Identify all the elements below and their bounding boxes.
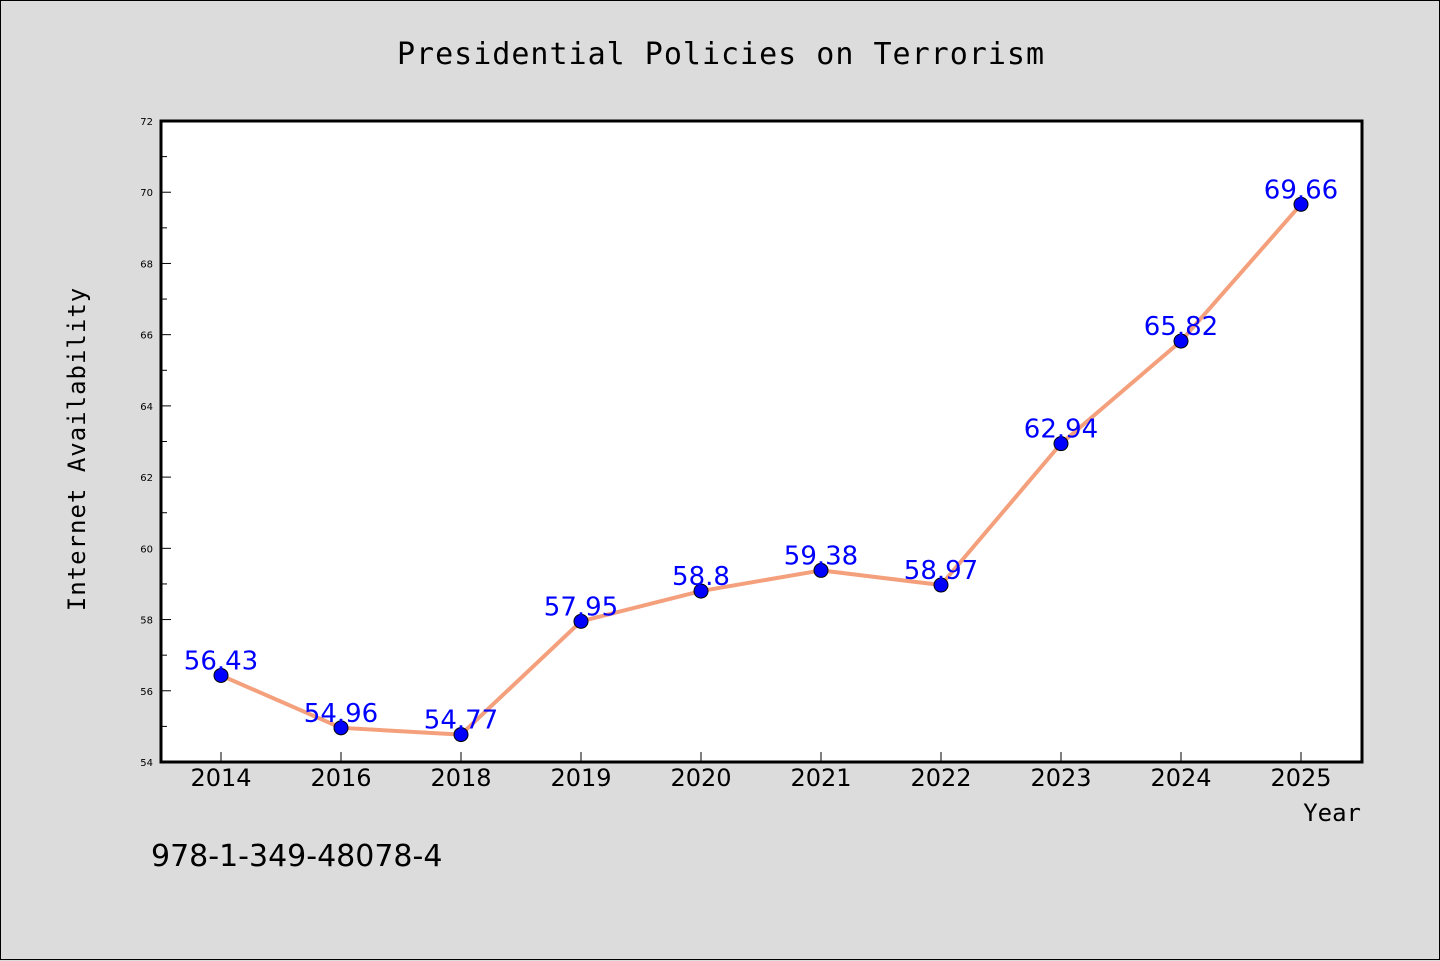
x-tick-label: 2025 xyxy=(1270,764,1331,792)
x-tick-label: 2014 xyxy=(190,764,251,792)
data-point xyxy=(813,562,829,578)
data-point xyxy=(693,583,709,599)
y-tick-label: 66 xyxy=(140,331,153,342)
data-label: 58.97 xyxy=(904,556,978,586)
series-points-group xyxy=(213,196,1309,743)
data-labels-group: 56.43 54.96 54.77 57.95 58.8 59.38 58.97 62.94 6… xyxy=(184,175,1338,735)
y-tick-label: 72 xyxy=(140,117,153,128)
data-point xyxy=(213,667,229,683)
plot-area xyxy=(159,119,1364,764)
data-label: 59.38 xyxy=(784,541,858,571)
x-tick-label: 2019 xyxy=(550,764,611,792)
y-tick-label: 64 xyxy=(140,402,153,413)
data-label: 69.66 xyxy=(1264,175,1338,205)
series-line-group xyxy=(220,203,1303,737)
x-tick-label: 2022 xyxy=(910,764,971,792)
x-tick-label: 2023 xyxy=(1030,764,1091,792)
x-tick-label: 2016 xyxy=(310,764,371,792)
data-label: 62.94 xyxy=(1024,415,1098,445)
data-label: 65.82 xyxy=(1144,312,1218,342)
data-point xyxy=(453,727,469,743)
data-point xyxy=(573,613,589,629)
data-label: 54.77 xyxy=(424,706,498,736)
data-point xyxy=(1293,196,1309,212)
series-line xyxy=(220,203,1303,737)
data-label: 57.95 xyxy=(544,592,618,622)
x-tick-label: 2021 xyxy=(790,764,851,792)
y-tick-label: 54 xyxy=(140,758,153,769)
data-label: 56.43 xyxy=(184,646,258,676)
x-tick-label: 2018 xyxy=(430,764,491,792)
data-point xyxy=(1173,333,1189,349)
data-label: 54.96 xyxy=(304,699,378,729)
y-tick-label: 62 xyxy=(140,473,153,484)
y-tick-label: 60 xyxy=(140,544,153,555)
data-label: 58.8 xyxy=(672,562,730,592)
data-point xyxy=(1053,436,1069,452)
y-axis: 54 56 58 60 62 64 66 68 70 72 xyxy=(140,117,171,769)
x-axis: 2014 2016 2018 2019 2020 2021 2022 2023 2024 2025 xyxy=(190,752,1332,792)
footnote-isbn: 978-1-349-48078-4 xyxy=(151,839,442,874)
y-tick-label: 58 xyxy=(140,616,153,627)
y-tick-label: 70 xyxy=(140,188,153,199)
y-tick-label: 68 xyxy=(140,259,153,270)
x-axis-label: Year xyxy=(1303,799,1361,827)
data-point xyxy=(333,720,349,736)
y-axis-label: Internet Availability xyxy=(63,287,91,611)
chart-title: Presidential Policies on Terrorism xyxy=(397,37,1045,72)
data-point xyxy=(933,577,949,593)
y-tick-label: 56 xyxy=(140,687,153,698)
x-tick-label: 2024 xyxy=(1150,764,1211,792)
x-tick-label: 2020 xyxy=(670,764,731,792)
